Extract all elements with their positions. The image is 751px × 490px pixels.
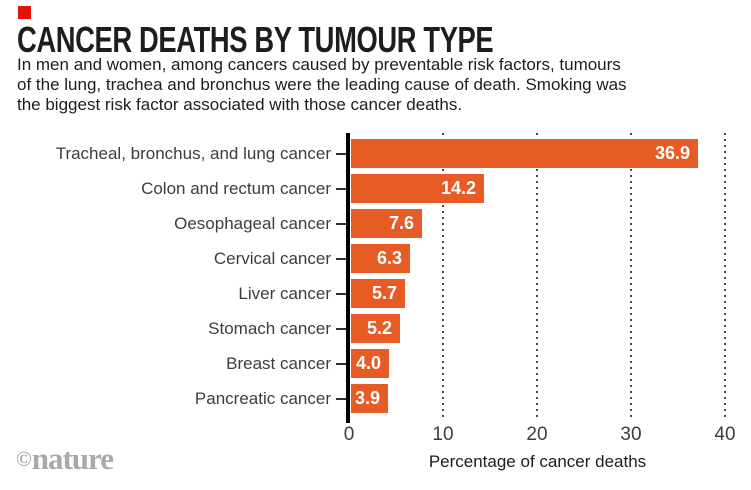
- x-tick-label-10: 10: [432, 424, 454, 445]
- category-tick: [336, 397, 346, 400]
- subtitle-line-1: In men and women, among cancers caused b…: [17, 55, 621, 74]
- bar-value-label: 4.0: [355, 353, 381, 373]
- category-label: Tracheal, bronchus, and lung cancer: [55, 144, 331, 163]
- category-label: Cervical cancer: [213, 249, 331, 268]
- y-axis-line: [346, 133, 350, 423]
- category-tick: [336, 292, 346, 295]
- bar: 6.3: [351, 244, 410, 273]
- category-label: Pancreatic cancer: [194, 389, 331, 408]
- bar: 3.9: [351, 384, 388, 413]
- category-label: Colon and rectum cancer: [141, 179, 331, 198]
- nature-red-square-logo: [18, 6, 31, 19]
- bar: 4.0: [351, 349, 389, 378]
- copyright-symbol: ©: [16, 447, 32, 471]
- bar: 7.6: [351, 209, 422, 238]
- gridline-x-20: [536, 133, 538, 420]
- category-tick: [336, 187, 346, 190]
- category-tick: [336, 362, 346, 365]
- bar-value-label: 3.9: [354, 388, 380, 408]
- x-axis-title: Percentage of cancer deaths: [428, 452, 647, 471]
- x-tick-label-20: 20: [526, 424, 548, 445]
- gridline-x-40: [724, 133, 726, 420]
- category-tick: [336, 222, 346, 225]
- x-tick-label-0: 0: [343, 424, 355, 445]
- bar: 36.9: [351, 139, 698, 168]
- bar-value-label: 36.9: [654, 143, 690, 163]
- gridline-x-10: [442, 133, 444, 420]
- category-label: Breast cancer: [226, 354, 331, 373]
- bar: 14.2: [351, 174, 484, 203]
- bar: 5.7: [351, 279, 405, 308]
- bar-value-label: 7.6: [388, 213, 414, 233]
- category-label: Oesophageal cancer: [174, 214, 331, 233]
- subtitle-line-2: of the lung, trachea and bronchus were t…: [17, 75, 627, 94]
- bar-value-label: 5.7: [371, 283, 397, 303]
- x-tick-label-30: 30: [620, 424, 642, 445]
- category-tick: [336, 327, 346, 330]
- bar-value-label: 14.2: [440, 178, 476, 198]
- gridline-x-30: [630, 133, 632, 420]
- nature-watermark: ©nature: [16, 441, 114, 476]
- bar-value-label: 5.2: [366, 318, 392, 338]
- category-label: Liver cancer: [238, 284, 331, 303]
- page-title: CANCER DEATHS BY TUMOUR TYPE: [17, 19, 494, 60]
- bar-value-label: 6.3: [376, 248, 402, 268]
- bar: 5.2: [351, 314, 400, 343]
- category-label: Stomach cancer: [208, 319, 331, 338]
- category-tick: [336, 257, 346, 260]
- x-tick-label-40: 40: [714, 424, 736, 445]
- category-tick: [336, 152, 346, 155]
- nature-wordmark: nature: [31, 441, 114, 476]
- subtitle-line-3: the biggest risk factor associated with …: [17, 95, 463, 114]
- chart-subtitle: In men and women, among cancers caused b…: [17, 55, 627, 115]
